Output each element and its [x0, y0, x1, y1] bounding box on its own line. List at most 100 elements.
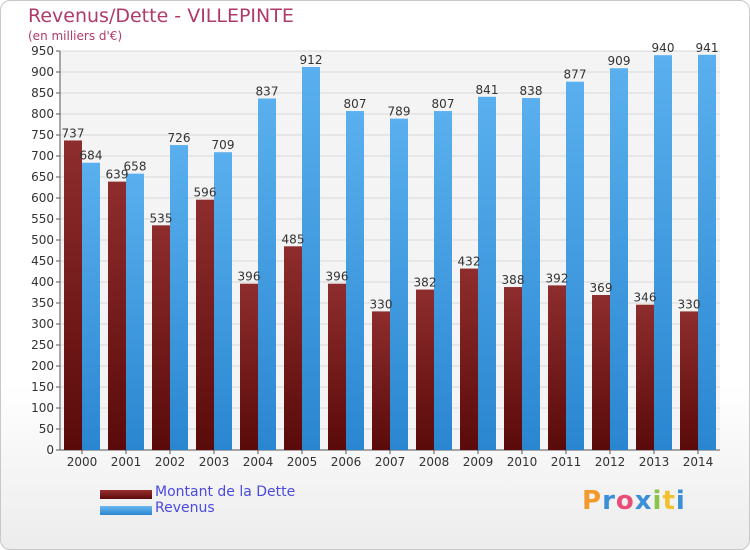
data-label: 330 — [370, 297, 393, 311]
bar-revenus — [610, 68, 628, 450]
proxiti-logo: Proxiti — [582, 486, 686, 516]
bar-revenus — [654, 55, 672, 450]
x-tick-label: 2001 — [111, 455, 142, 469]
bar-revenus — [302, 66, 320, 451]
bar-dette — [592, 295, 610, 450]
logo-letter: P — [582, 486, 603, 516]
legend-label-revenus: Revenus — [155, 500, 215, 516]
bar-revenus — [82, 162, 100, 450]
chart-subtitle: (en milliers d'€) — [28, 29, 123, 43]
x-tick-label: 2007 — [375, 455, 406, 469]
x-tick-label: 2013 — [639, 455, 670, 469]
x-tick-labels: 2000 2001 2002 2003 2004 2005 2006 2007 2008 2009… — [67, 455, 714, 469]
y-tick-label: 450 — [31, 254, 54, 268]
bars — [64, 54, 716, 451]
data-label: 346 — [634, 291, 657, 305]
logo-letter: i — [675, 486, 686, 516]
bar-dette — [196, 199, 214, 450]
data-label: 369 — [590, 281, 613, 295]
y-tick-label: 550 — [31, 212, 54, 226]
bar-revenus — [522, 98, 540, 450]
y-tick-label: 50 — [39, 422, 54, 436]
bar-chart: 0 50 100 150 200 250 300 350 400 450 500 550 600 650 7… — [31, 41, 720, 469]
data-label: 807 — [344, 97, 367, 111]
y-tick-label: 700 — [31, 149, 54, 163]
logo-letter: i — [652, 486, 663, 516]
bar-revenus — [170, 145, 188, 450]
chart-title: Revenus/Dette - VILLEPINTE — [28, 5, 294, 27]
data-label: 877 — [564, 68, 587, 82]
data-label: 330 — [678, 297, 701, 311]
bar-dette — [416, 289, 434, 450]
data-label: 596 — [194, 186, 217, 200]
legend-swatch-revenus — [100, 506, 152, 515]
data-label: 658 — [124, 160, 147, 174]
y-tick-label: 300 — [31, 317, 54, 331]
bar-revenus — [126, 173, 144, 450]
data-label: 535 — [150, 211, 173, 225]
logo-letter: r — [602, 486, 616, 516]
bar-dette — [152, 225, 170, 450]
y-tick-label: 500 — [31, 233, 54, 247]
data-label: 684 — [80, 149, 103, 163]
bar-revenus — [258, 98, 276, 451]
data-label: 432 — [458, 255, 481, 269]
bar-dette — [680, 311, 698, 450]
bar-dette — [460, 268, 478, 450]
data-label: 737 — [62, 126, 85, 140]
x-tick-label: 2011 — [551, 455, 582, 469]
x-tick-label: 2010 — [507, 455, 538, 469]
data-label: 941 — [696, 41, 719, 55]
data-label: 485 — [282, 232, 305, 246]
x-tick-label: 2006 — [331, 455, 362, 469]
y-tick-labels: 0 50 100 150 200 250 300 350 400 450 500 550 600 650 7… — [31, 44, 54, 457]
bar-dette — [284, 246, 302, 450]
data-label: 912 — [300, 53, 323, 67]
data-label: 396 — [326, 270, 349, 284]
y-tick-label: 850 — [31, 86, 54, 100]
y-tick-label: 100 — [31, 401, 54, 415]
legend-swatch-dette — [100, 490, 152, 499]
data-label: 639 — [106, 168, 129, 182]
y-tick-label: 150 — [31, 380, 54, 394]
data-label: 837 — [256, 84, 279, 98]
y-tick-label: 250 — [31, 338, 54, 352]
logo-letter: x — [634, 486, 653, 516]
data-label: 838 — [520, 84, 543, 98]
bar-revenus — [390, 118, 408, 451]
y-tick-label: 400 — [31, 275, 54, 289]
y-tick-label: 950 — [31, 44, 54, 58]
bar-dette — [548, 285, 566, 450]
bar-dette — [108, 181, 126, 450]
bar-dette — [240, 283, 258, 450]
bar-revenus — [478, 96, 496, 450]
bar-dette — [636, 304, 654, 450]
x-tick-label: 2005 — [287, 455, 318, 469]
bar-dette — [372, 311, 390, 450]
y-tick-label: 600 — [31, 191, 54, 205]
y-tick-label: 200 — [31, 359, 54, 373]
bar-dette — [64, 140, 82, 450]
bar-revenus — [346, 111, 364, 450]
x-tick-label: 2009 — [463, 455, 494, 469]
y-tick-label: 350 — [31, 296, 54, 310]
logo-letter: t — [662, 486, 676, 516]
data-label: 392 — [546, 271, 569, 285]
y-tick-label: 800 — [31, 107, 54, 121]
bar-revenus — [214, 152, 232, 450]
data-label: 382 — [414, 276, 437, 290]
x-tick-label: 2014 — [683, 455, 714, 469]
data-label: 909 — [608, 54, 631, 68]
bar-revenus — [566, 81, 584, 450]
data-label: 726 — [168, 131, 191, 145]
x-tick-label: 2008 — [419, 455, 450, 469]
data-label: 789 — [388, 105, 411, 119]
data-label: 388 — [502, 273, 525, 287]
logo-letter: o — [615, 486, 635, 516]
x-tick-label: 2012 — [595, 455, 626, 469]
x-tick-label: 2002 — [155, 455, 186, 469]
bar-revenus — [698, 54, 716, 450]
data-label: 709 — [212, 138, 235, 152]
bar-dette — [504, 287, 522, 450]
y-tick-label: 750 — [31, 128, 54, 142]
